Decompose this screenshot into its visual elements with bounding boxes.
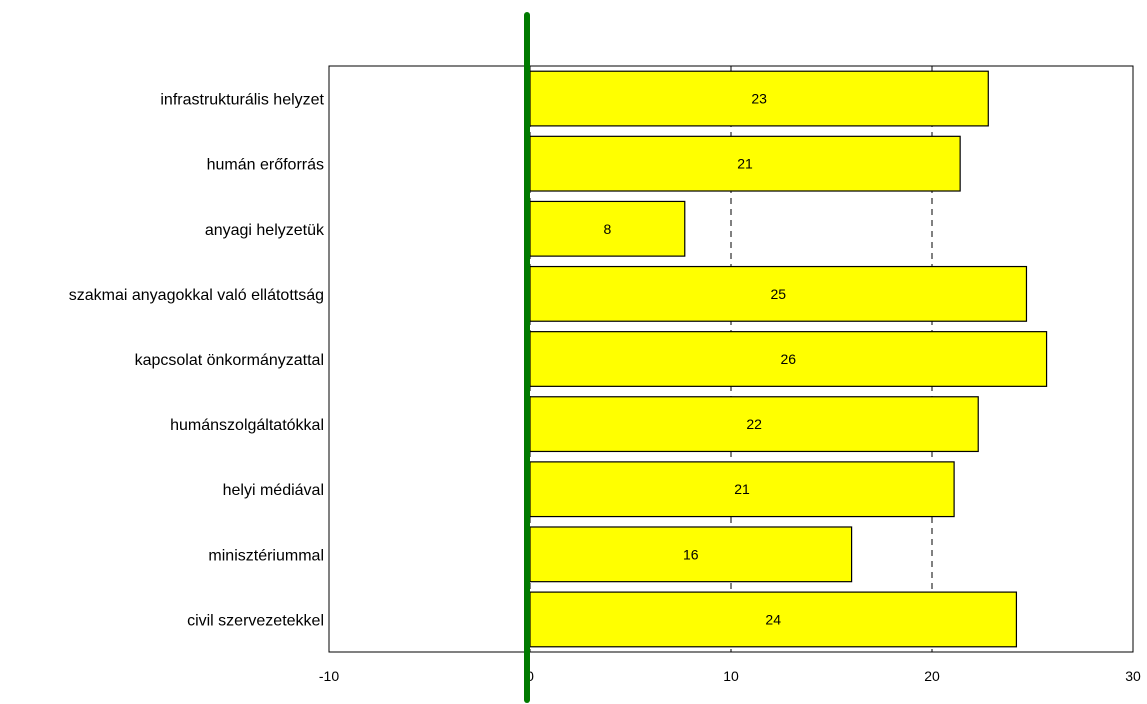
bar	[529, 265, 1028, 322]
category-label: anyagi helyzetük	[205, 222, 325, 239]
data-label: 25	[770, 286, 786, 302]
bar	[529, 526, 853, 583]
data-label: 23	[751, 91, 767, 107]
category-label: szakmai anyagokkal való ellátottság	[69, 287, 324, 304]
category-label: humán erőforrás	[207, 157, 324, 174]
data-label: 21	[734, 481, 750, 497]
category-labels: infrastrukturális helyzet humán erőforrás…	[69, 92, 325, 630]
data-label: 8	[603, 221, 611, 237]
bar	[529, 591, 1018, 648]
category-label: kapcsolat önkormányzattal	[135, 352, 324, 369]
category-label: minisztériummal	[208, 547, 324, 564]
x-tick-label: 30	[1125, 668, 1141, 684]
category-label: humánszolgáltatókkal	[170, 417, 324, 434]
x-tick-label: 20	[924, 668, 940, 684]
x-tick-label: 10	[723, 668, 739, 684]
x-tick-labels: -10 0 10 20 30	[319, 668, 1141, 684]
bar	[529, 396, 979, 453]
data-label: 22	[746, 416, 762, 432]
bar	[529, 331, 1048, 387]
bar	[529, 200, 686, 257]
category-label: civil szervezetekkel	[187, 612, 324, 629]
bar	[529, 135, 961, 192]
x-tick-label: -10	[319, 668, 339, 684]
category-label: helyi médiával	[223, 482, 324, 499]
bar	[529, 461, 955, 518]
category-label: infrastrukturális helyzet	[160, 92, 324, 109]
data-label: 21	[737, 156, 753, 172]
data-label: 26	[780, 351, 796, 367]
data-label: 16	[683, 546, 699, 562]
data-label: 24	[765, 611, 781, 627]
bars: 23 21 8 25 26 22 21 16 24	[529, 70, 1048, 648]
x-tick-label: 0	[526, 668, 534, 684]
bar	[529, 70, 989, 127]
